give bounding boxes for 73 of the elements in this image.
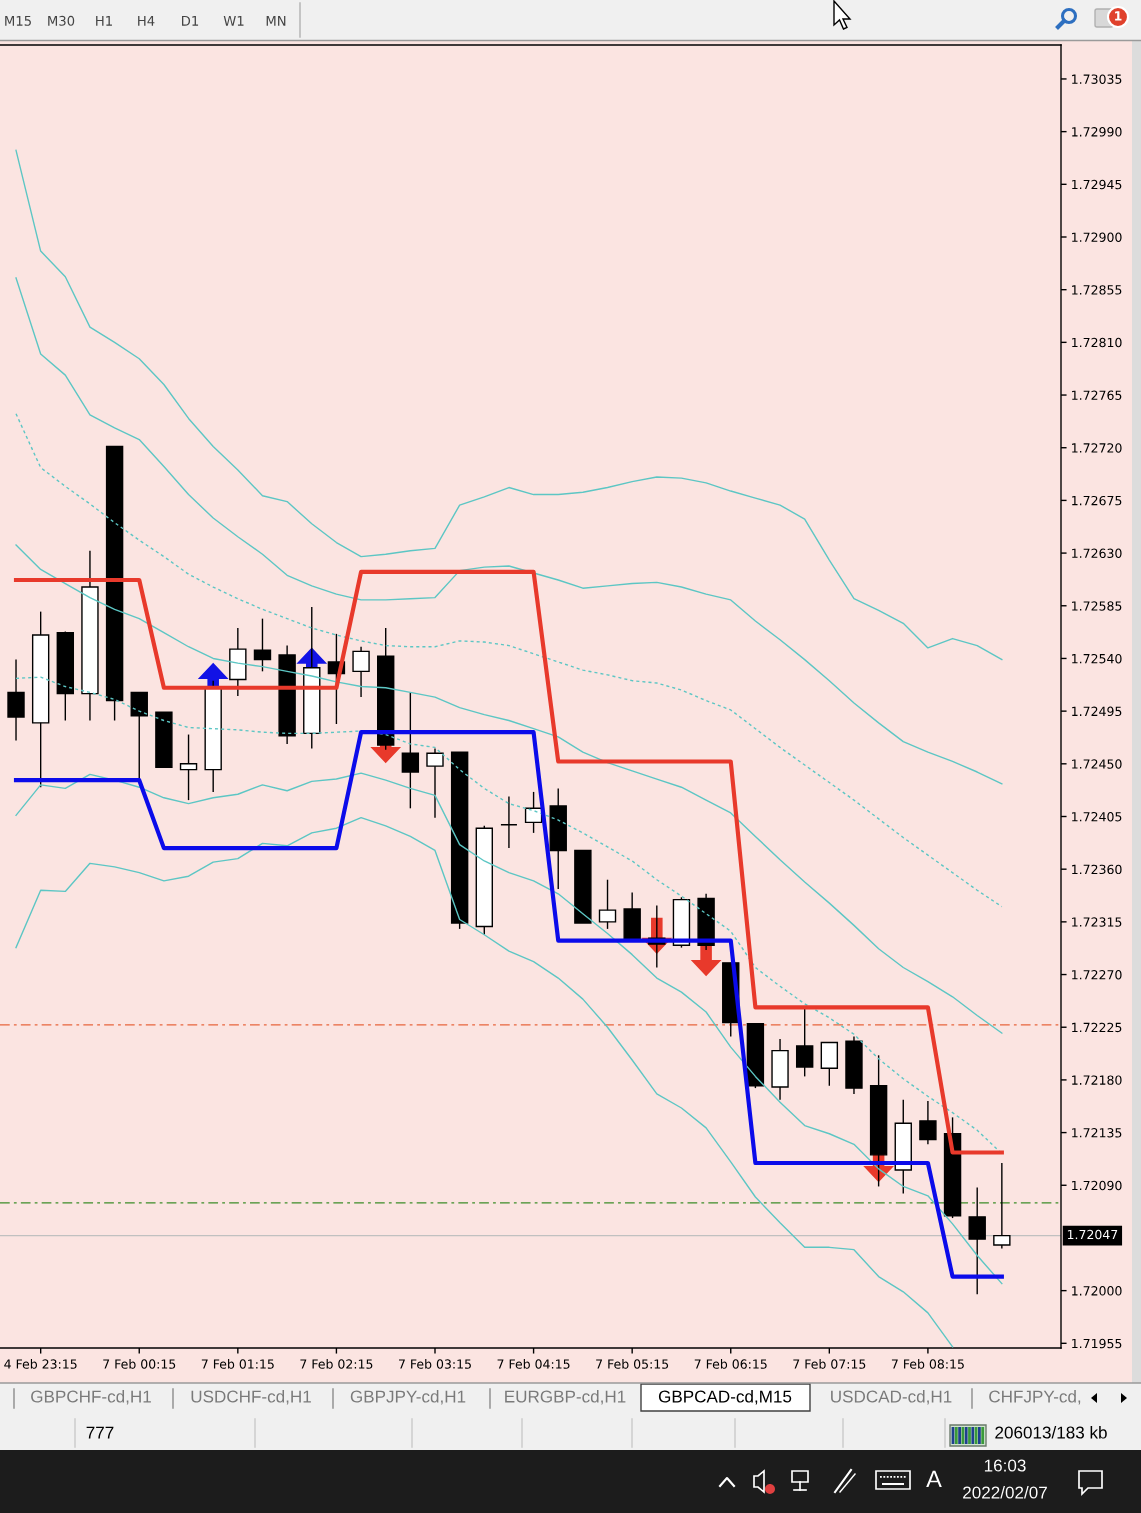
y-tick-label: 1.72675	[1072, 495, 1122, 506]
text: A	[926, 1470, 942, 1488]
line-series	[15, 816, 954, 1348]
y-tick-label: 1.72585	[1072, 601, 1122, 611]
text: 1	[1115, 11, 1122, 21]
y-tick-label: 1.72135	[1072, 1128, 1122, 1138]
text: 777	[86, 1426, 114, 1439]
text: 2022/02/07	[963, 1486, 1047, 1499]
candlestick	[919, 1100, 937, 1145]
candlestick	[179, 733, 198, 801]
y-tick-label: 1.72495	[1072, 706, 1122, 717]
text: M15	[5, 16, 31, 26]
text: USDCHF-cd,H1	[191, 1390, 311, 1405]
text: 206013/183 kb	[995, 1426, 1107, 1439]
y-tick-label: 1.72720	[1072, 443, 1122, 453]
text: GBPJPY-cd,H1	[350, 1390, 466, 1405]
x-tick-label: 7 Feb 07:15	[793, 1359, 866, 1369]
candlestick	[253, 617, 272, 673]
y-tick-label: 1.72765	[1072, 390, 1122, 400]
line-series	[15, 413, 1003, 908]
candlestick	[426, 747, 444, 819]
x-tick-label: 7 Feb 03:15	[399, 1359, 471, 1369]
x-tick-label: 7 Feb 04:15	[497, 1359, 570, 1369]
candlestick	[795, 1006, 814, 1078]
candlestick	[968, 1186, 986, 1295]
text: GBPCAD-cd,M15	[658, 1390, 792, 1405]
line-series	[15, 149, 1003, 661]
line-series	[15, 277, 1003, 785]
text: H1	[96, 16, 112, 26]
y-tick-label: 1.72315	[1072, 917, 1122, 927]
y-tick-label: 1.72270	[1072, 970, 1122, 980]
ref-line-label: 1.72047	[1067, 1229, 1118, 1240]
text: MN	[266, 16, 286, 26]
y-tick-label: 1.72090	[1072, 1180, 1122, 1191]
y-tick-label: 1.72900	[1072, 232, 1122, 242]
text: D1	[182, 16, 199, 26]
candlestick	[993, 1162, 1011, 1250]
y-tick-label: 1.72810	[1072, 337, 1122, 348]
y-tick-label: 1.73035	[1072, 74, 1122, 84]
text: GBPCHF-cd,H1	[31, 1390, 151, 1405]
text: CHFJPY-cd,	[989, 1390, 1081, 1405]
x-tick-label: 7 Feb 00:15	[103, 1359, 176, 1369]
candlestick	[130, 691, 148, 781]
text: 16:03	[984, 1459, 1026, 1472]
text: EURGBP-cd,H1	[505, 1390, 626, 1405]
y-tick-label: 1.71955	[1072, 1338, 1122, 1349]
x-tick-label: 7 Feb 06:15	[694, 1359, 767, 1369]
y-tick-label: 1.72540	[1072, 653, 1122, 664]
y-tick-label: 1.72855	[1072, 285, 1122, 295]
y-tick-label: 1.72990	[1072, 127, 1122, 137]
text: M30	[48, 15, 75, 26]
x-tick-label: 7 Feb 05:15	[596, 1359, 669, 1369]
x-tick-label: 7 Feb 08:15	[891, 1359, 964, 1369]
y-tick-label: 1.72360	[1072, 864, 1122, 875]
y-tick-label: 1.72630	[1072, 548, 1122, 559]
candlestick	[598, 879, 617, 930]
y-tick-label: 1.72180	[1072, 1075, 1122, 1085]
text: W1	[223, 16, 244, 26]
candlestick	[500, 795, 518, 849]
candlestick	[401, 691, 420, 809]
text: USDCAD-cd,H1	[831, 1390, 952, 1405]
x-tick-label: 4 Feb 23:15	[4, 1359, 77, 1369]
line-series	[13, 569, 1004, 1155]
y-tick-label: 1.72225	[1072, 1022, 1122, 1033]
x-tick-label: 7 Feb 02:15	[300, 1359, 373, 1369]
candlestick	[352, 646, 370, 698]
y-tick-label: 1.72000	[1072, 1286, 1122, 1296]
line-series	[15, 544, 1003, 1034]
y-tick-label: 1.72450	[1072, 759, 1122, 769]
y-tick-label: 1.72405	[1072, 811, 1122, 822]
text: H4	[138, 16, 155, 26]
x-tick-label: 7 Feb 01:15	[201, 1359, 274, 1369]
y-tick-label: 1.72945	[1072, 179, 1122, 190]
